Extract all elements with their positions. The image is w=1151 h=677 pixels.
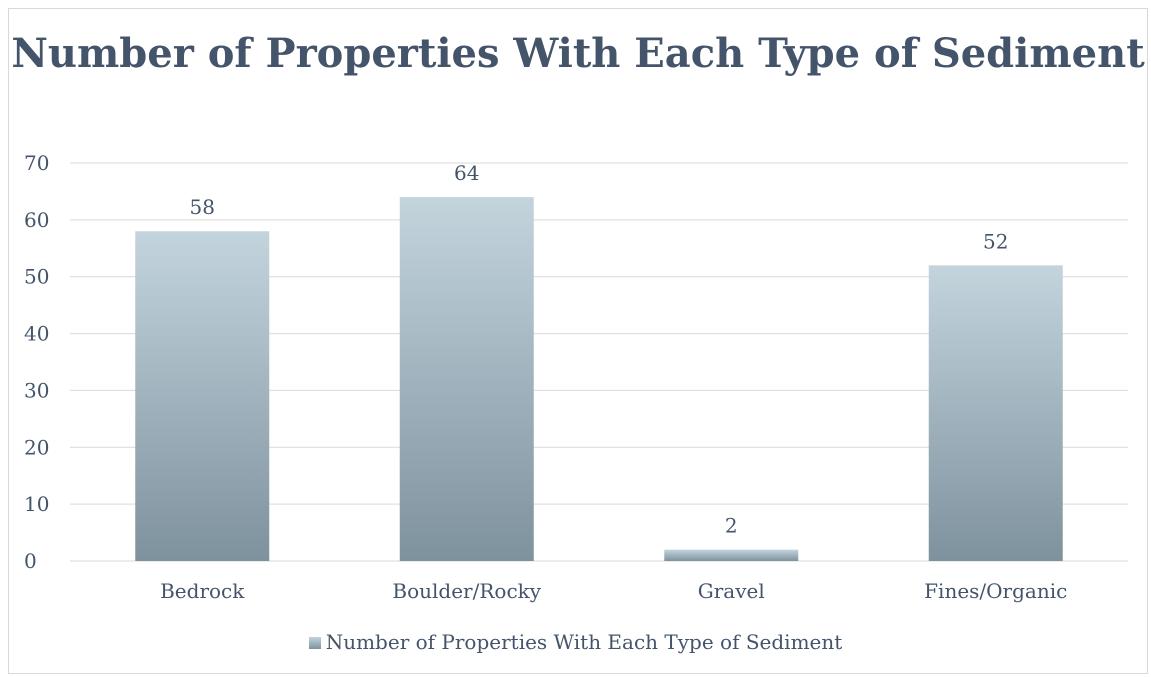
y-tick-label: 20 xyxy=(24,435,49,459)
chart-title: Number of Properties With Each Type of S… xyxy=(11,30,1145,77)
x-tick-label: Bedrock xyxy=(160,579,245,603)
x-axis-tick-labels: Bedrock Boulder/Rocky Gravel Fines/Organic xyxy=(160,579,1067,603)
x-tick-label: Gravel xyxy=(698,579,765,603)
y-tick-label: 0 xyxy=(24,549,37,573)
y-tick-label: 40 xyxy=(24,322,49,346)
legend-label: Number of Properties With Each Type of S… xyxy=(325,630,843,654)
bars xyxy=(135,197,1063,561)
x-tick-label: Boulder/Rocky xyxy=(392,579,541,603)
data-label: 58 xyxy=(190,195,215,219)
bar xyxy=(135,231,270,561)
bar xyxy=(664,549,799,561)
bar xyxy=(928,265,1063,561)
x-tick-label: Fines/Organic xyxy=(924,579,1067,603)
data-label: 2 xyxy=(725,514,738,538)
y-axis-tick-labels: 0 10 20 30 40 50 60 70 xyxy=(24,151,49,573)
y-tick-label: 60 xyxy=(24,208,49,232)
bar xyxy=(399,197,534,561)
y-tick-label: 70 xyxy=(24,151,49,175)
data-labels: 58 64 2 52 xyxy=(190,161,1009,538)
data-label: 64 xyxy=(454,161,479,185)
data-label: 52 xyxy=(983,229,1008,253)
y-tick-label: 50 xyxy=(24,265,49,289)
y-tick-label: 10 xyxy=(24,492,49,516)
legend-swatch xyxy=(308,637,321,649)
y-tick-label: 30 xyxy=(24,378,49,402)
legend: Number of Properties With Each Type of S… xyxy=(0,630,1151,654)
